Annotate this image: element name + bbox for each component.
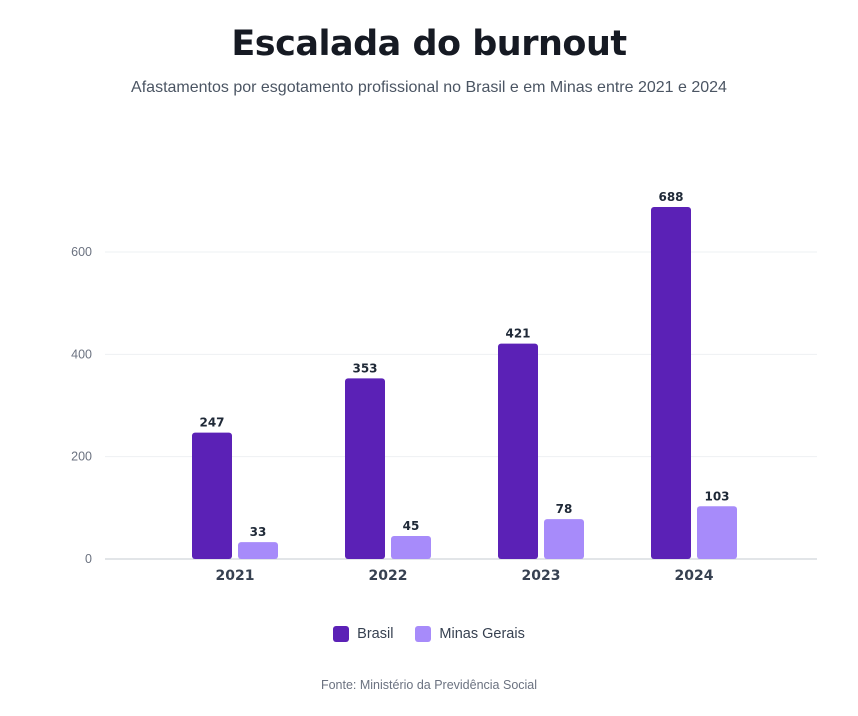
x-tick-label: 2021 [216,568,255,584]
bar-minas-gerais-2021 [238,542,278,559]
bar-minas-gerais-2023 [544,519,584,559]
chart-title: Escalada do burnout [231,24,627,64]
y-tick-label: 200 [71,450,92,464]
data-label-brasil-2021: 247 [199,416,224,430]
y-tick-label: 0 [85,552,92,566]
y-tick-label: 600 [71,245,92,259]
x-tick-label: 2022 [369,568,408,584]
bar-minas-gerais-2024 [697,506,737,559]
data-label-brasil-2023: 421 [505,327,530,341]
data-label-brasil-2022: 353 [352,361,377,375]
y-tick-label: 400 [71,347,92,361]
data-label-minas-gerais-2021: 33 [250,525,267,539]
data-label-minas-gerais-2022: 45 [403,519,420,533]
data-label-minas-gerais-2024: 103 [704,489,729,503]
bar-brasil-2021 [192,432,232,559]
x-tick-label: 2024 [675,568,714,584]
bar-brasil-2023 [498,343,538,559]
legend-label-brasil: Brasil [357,626,394,642]
legend-swatch-minas-gerais [415,626,432,642]
x-tick-label: 2023 [522,568,561,584]
bar-brasil-2024 [651,206,691,559]
legend-item-minas-gerais[interactable]: Minas Gerais [415,626,525,642]
legend-label-minas-gerais: Minas Gerais [439,626,525,642]
data-label-brasil-2024: 688 [658,190,683,204]
data-label-minas-gerais-2023: 78 [556,502,573,516]
legend-swatch-brasil [333,626,350,642]
bar-brasil-2022 [345,378,385,559]
legend-item-brasil[interactable]: Brasil [333,626,393,642]
bar-minas-gerais-2022 [391,535,431,559]
source-note: Fonte: Ministério da Previdência Social [320,678,538,692]
chart-legend: Brasil Minas Gerais [0,626,858,642]
chart-subtitle: Afastamentos por esgotamento profissiona… [131,79,727,96]
